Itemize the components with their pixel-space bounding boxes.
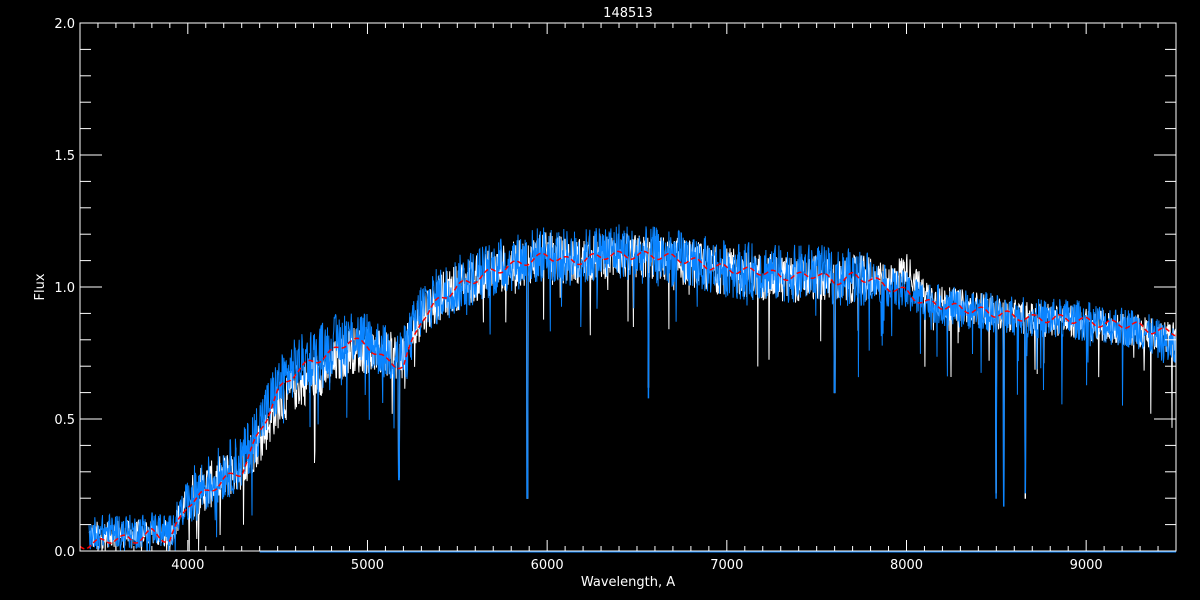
y-tick-label: 1.0 [54,281,75,296]
x-tick-label: 7000 [710,558,743,573]
x-tick-label: 4000 [171,558,204,573]
chart-title: 148513 [603,6,653,21]
y-tick-label: 2.0 [54,17,75,32]
x-tick-label: 6000 [531,558,564,573]
x-tick-label: 9000 [1070,558,1103,573]
axes: 4000 5000 6000 7000 8000 9000 0.0 0.5 1.0 1.5 2.0 [54,17,1177,573]
plot-area [79,224,1177,553]
y-axis-label: Flux [33,273,48,300]
x-axis-label: Wavelength, A [581,575,675,590]
y-tick-label: 1.5 [54,149,75,164]
x-tick-label: 5000 [351,558,384,573]
y-tick-label: 0.5 [54,413,75,428]
y-tick-label: 0.0 [54,545,75,560]
series-line-2 [79,250,1177,550]
x-tick-label: 8000 [890,558,923,573]
